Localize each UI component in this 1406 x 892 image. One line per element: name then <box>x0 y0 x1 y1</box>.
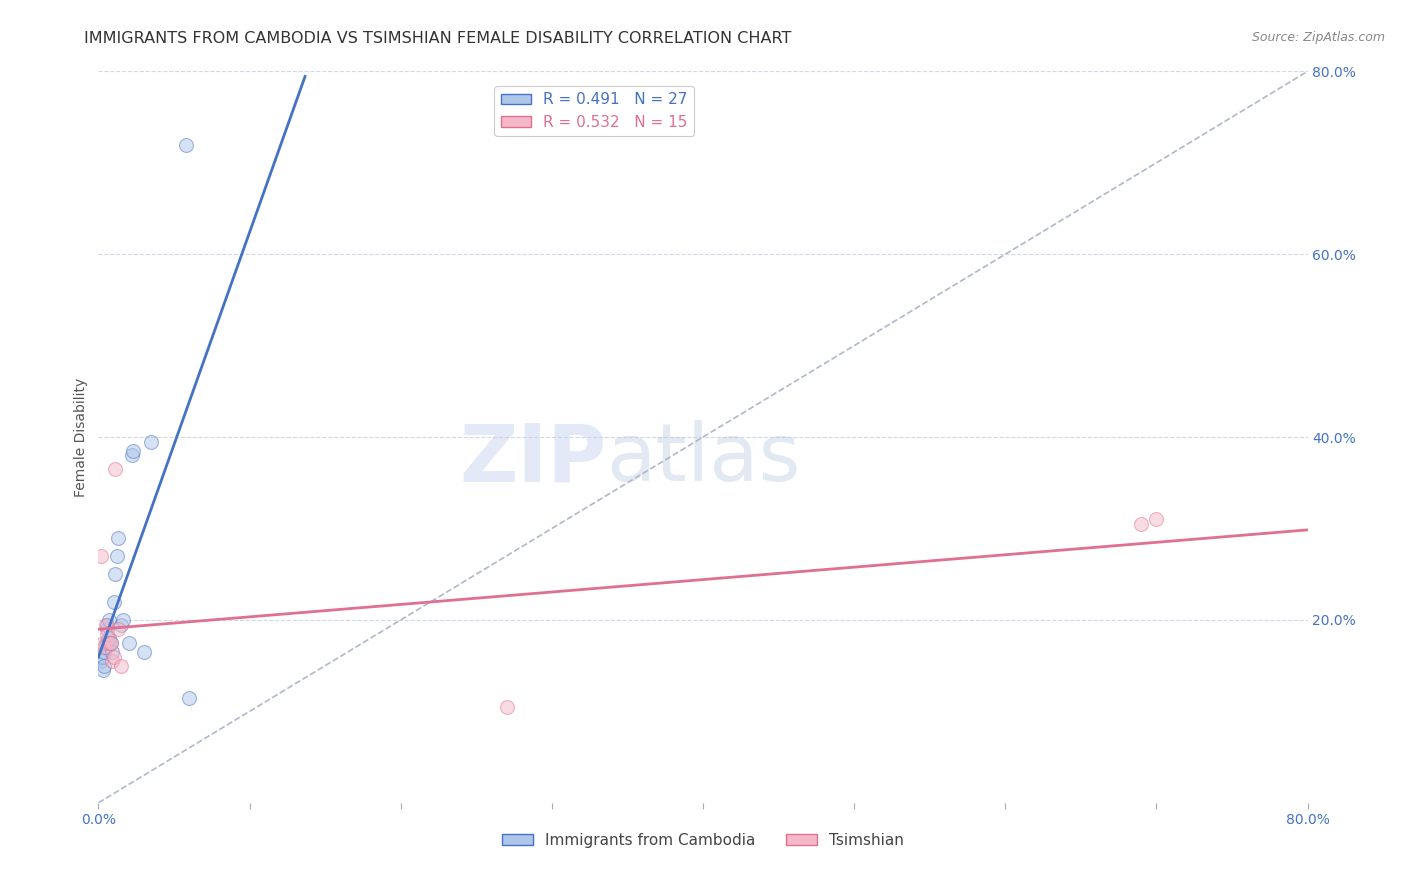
Point <box>118 636 141 650</box>
Text: IMMIGRANTS FROM CAMBODIA VS TSIMSHIAN FEMALE DISABILITY CORRELATION CHART: IMMIGRANTS FROM CAMBODIA VS TSIMSHIAN FE… <box>84 31 792 46</box>
Point <box>96 626 118 640</box>
Point <box>105 549 128 563</box>
Point <box>104 462 127 476</box>
Point <box>91 663 114 677</box>
Point <box>91 636 114 650</box>
Point <box>90 549 112 563</box>
Point <box>111 613 134 627</box>
Point <box>96 617 118 632</box>
Point <box>104 567 127 582</box>
Point <box>121 448 143 462</box>
Point <box>91 649 114 664</box>
Point <box>98 636 121 650</box>
Point <box>179 690 201 705</box>
Point <box>103 594 125 608</box>
Text: atlas: atlas <box>606 420 800 498</box>
Legend: Immigrants from Cambodia, Tsimshian: Immigrants from Cambodia, Tsimshian <box>496 827 910 854</box>
Point <box>96 622 118 636</box>
Point <box>94 640 117 655</box>
Point <box>93 640 115 655</box>
Point <box>122 443 145 458</box>
Point <box>110 658 132 673</box>
Point <box>174 137 197 152</box>
Point <box>93 645 115 659</box>
Point <box>96 636 118 650</box>
Point <box>98 613 121 627</box>
Point <box>93 658 115 673</box>
Text: ZIP: ZIP <box>458 420 606 498</box>
Text: Source: ZipAtlas.com: Source: ZipAtlas.com <box>1251 31 1385 45</box>
Point <box>1144 512 1167 526</box>
Point <box>141 434 163 449</box>
Point <box>103 649 125 664</box>
Point <box>90 654 112 668</box>
Point <box>110 617 132 632</box>
Point <box>132 645 155 659</box>
Point <box>100 636 122 650</box>
Point <box>101 645 124 659</box>
Point <box>495 699 517 714</box>
Point <box>1130 516 1153 531</box>
Point <box>98 632 121 646</box>
Point <box>100 636 122 650</box>
Point <box>101 654 124 668</box>
Point <box>94 636 117 650</box>
Point <box>107 531 129 545</box>
Point <box>107 622 129 636</box>
Y-axis label: Female Disability: Female Disability <box>75 377 89 497</box>
Point <box>94 617 117 632</box>
